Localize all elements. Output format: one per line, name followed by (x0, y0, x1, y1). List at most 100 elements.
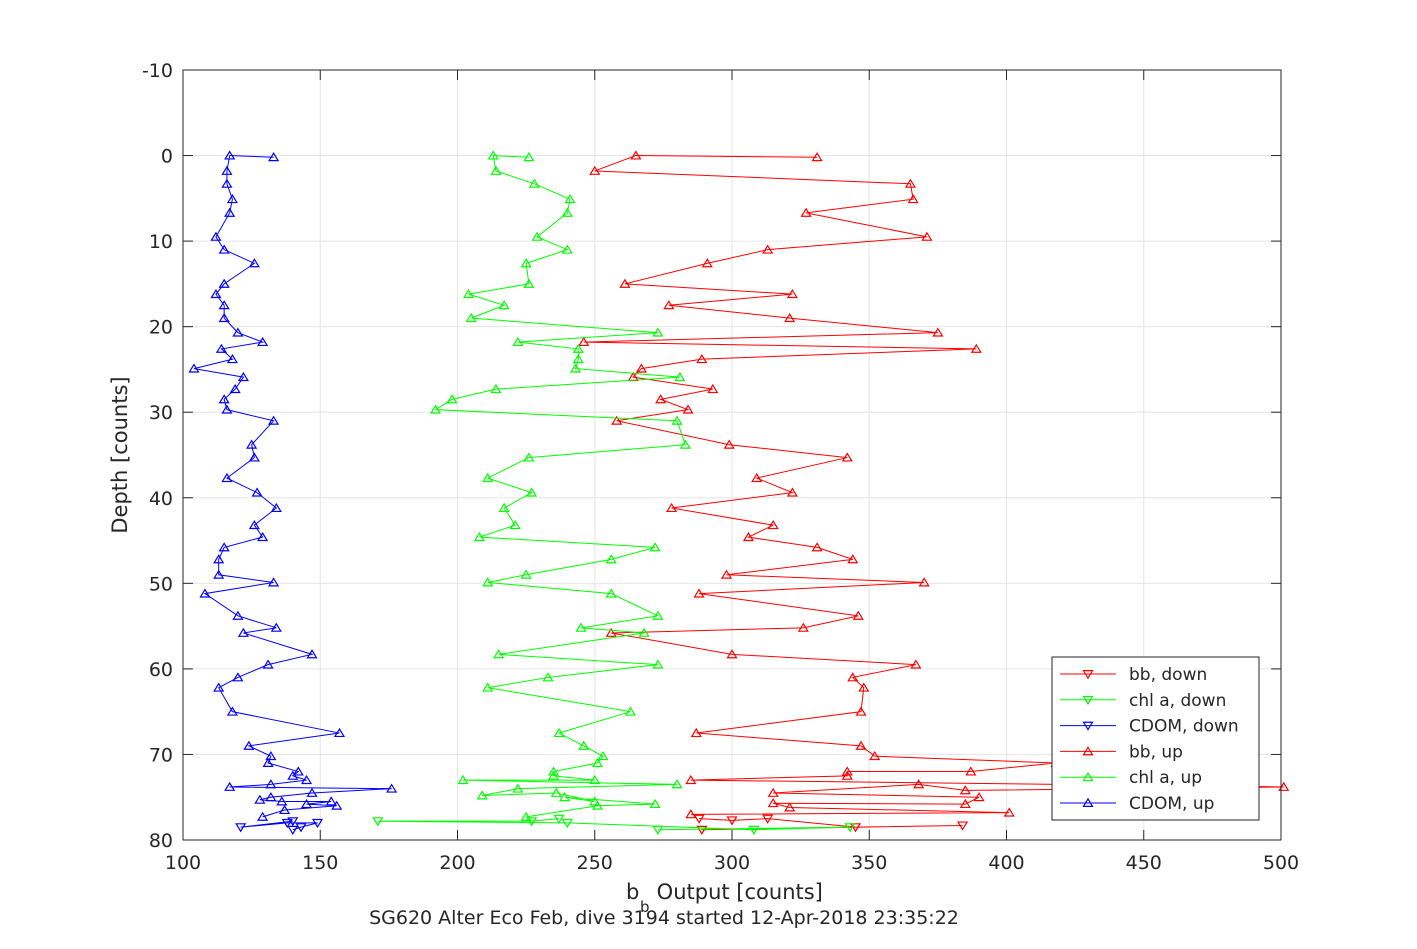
data-point (531, 231, 543, 241)
data-point (685, 809, 697, 819)
data-point (652, 610, 664, 620)
data-point (306, 649, 318, 659)
data-point (548, 770, 560, 780)
x-tick-label: 150 (302, 852, 338, 874)
data-point (652, 659, 664, 669)
data-point (589, 774, 601, 785)
data-point (268, 152, 280, 162)
data-point (797, 622, 809, 632)
data-point (265, 779, 277, 789)
data-point (218, 244, 230, 254)
data-point (221, 178, 233, 188)
data-point (965, 766, 977, 776)
x-tick-label: 300 (714, 852, 750, 874)
data-point (221, 165, 233, 175)
data-point (473, 531, 486, 542)
legend-label: bb, up (1129, 742, 1183, 762)
data-point (682, 404, 694, 414)
series-chl-a-up (429, 150, 691, 821)
data-point (528, 178, 540, 188)
data-point (855, 740, 867, 750)
data-point (918, 577, 930, 587)
data-point (224, 781, 236, 791)
data-point (638, 627, 650, 637)
series-layer (188, 150, 1290, 835)
data-point (558, 792, 571, 802)
data-point (635, 363, 647, 373)
data-point (254, 794, 266, 804)
data-point (649, 798, 661, 809)
y-tick-label: 50 (149, 573, 173, 595)
data-point (630, 150, 642, 160)
data-point (655, 394, 667, 404)
data-point (811, 152, 823, 162)
legend-entry: bb, down (1060, 665, 1207, 685)
data-point (512, 783, 524, 793)
data-point (561, 244, 573, 254)
x-axis-label: b b Output [counts] (626, 880, 823, 916)
data-point (457, 774, 469, 785)
data-point (237, 627, 249, 637)
data-point (904, 178, 916, 188)
data-point (841, 770, 853, 780)
data-point (550, 787, 562, 797)
legend-box (1051, 656, 1260, 821)
data-point (666, 502, 678, 513)
data-point (786, 288, 798, 299)
data-point (784, 802, 796, 812)
data-point (482, 682, 494, 692)
data-point (218, 394, 230, 404)
data-point (268, 577, 280, 587)
legend-label: chl a, down (1129, 691, 1226, 711)
legend-label: CDOM, down (1129, 717, 1239, 737)
data-point (726, 649, 738, 659)
legend-entry: CDOM, down (1060, 717, 1239, 737)
y-tick-label: 60 (149, 659, 173, 681)
data-point (386, 783, 398, 793)
data-point (762, 814, 774, 824)
data-point (509, 519, 521, 530)
data-point (663, 300, 675, 310)
data-point (959, 785, 971, 795)
data-point (268, 415, 280, 425)
data-point (372, 817, 384, 827)
data-point (767, 798, 779, 808)
legend: bb, down chl a, down CDOM, down bb, up chl a… (1051, 656, 1260, 821)
data-point (235, 823, 247, 833)
data-point (957, 821, 969, 831)
data-point (218, 542, 230, 552)
data-point (564, 193, 576, 204)
data-point (611, 415, 623, 425)
x-axis-label-subscript: b (640, 898, 650, 916)
series-line-bb-down (699, 818, 963, 831)
data-point (852, 610, 864, 620)
data-point (295, 823, 307, 833)
data-point (786, 487, 798, 497)
data-point (907, 193, 919, 204)
data-point (548, 766, 560, 776)
data-point (959, 798, 971, 809)
data-point (498, 300, 510, 310)
data-point (476, 790, 488, 800)
data-point (561, 207, 573, 217)
data-point (221, 472, 233, 483)
data-point (767, 519, 779, 530)
data-point (287, 825, 299, 835)
data-point (605, 554, 617, 564)
data-point (526, 487, 538, 497)
data-point (742, 531, 755, 542)
data-point (331, 800, 343, 810)
series-line-bb-up (583, 155, 1284, 815)
data-point (276, 796, 288, 806)
data-point (248, 519, 260, 530)
data-point (693, 814, 705, 824)
data-point (246, 439, 258, 449)
data-point (232, 610, 244, 620)
data-point (707, 383, 719, 394)
data-point (726, 816, 738, 826)
x-tick-label: 200 (439, 852, 475, 874)
y-tick-label: 10 (149, 231, 173, 253)
data-point (690, 727, 702, 738)
data-point (224, 207, 236, 217)
